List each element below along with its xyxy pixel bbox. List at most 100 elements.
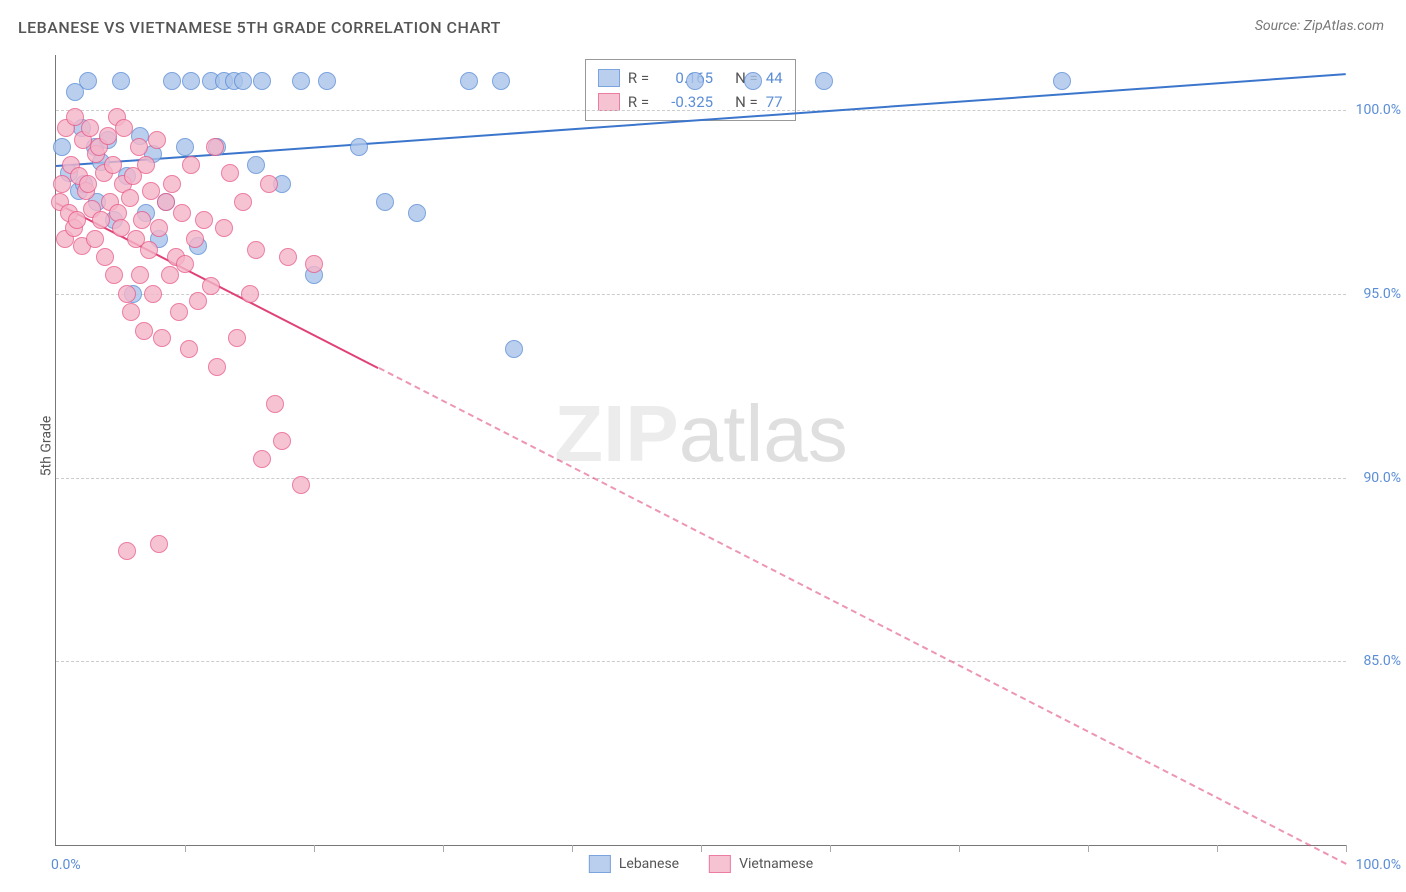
data-point: [815, 72, 833, 90]
data-point: [53, 175, 71, 193]
gridline: [56, 478, 1346, 479]
data-point: [135, 322, 153, 340]
data-point: [1053, 72, 1071, 90]
data-point: [140, 241, 158, 259]
data-point: [115, 119, 133, 137]
legend-item: Vietnamese: [709, 855, 813, 873]
data-point: [150, 219, 168, 237]
data-point: [273, 432, 291, 450]
x-axis-min-label: 0.0%: [51, 857, 81, 873]
data-point: [150, 535, 168, 553]
data-point: [279, 248, 297, 266]
data-point: [157, 193, 175, 211]
data-point: [189, 292, 207, 310]
watermark: ZIPatlas: [554, 388, 847, 480]
data-point: [112, 72, 130, 90]
data-point: [234, 193, 252, 211]
data-point: [408, 204, 426, 222]
x-tick: [830, 845, 831, 852]
data-point: [173, 204, 191, 222]
data-point: [79, 175, 97, 193]
data-point: [79, 72, 97, 90]
gridline: [56, 110, 1346, 111]
data-point: [186, 230, 204, 248]
chart-title: LEBANESE VS VIETNAMESE 5TH GRADE CORRELA…: [18, 18, 501, 37]
data-point: [118, 285, 136, 303]
watermark-bold: ZIP: [554, 389, 678, 478]
data-point: [130, 138, 148, 156]
data-point: [137, 156, 155, 174]
data-point: [292, 72, 310, 90]
data-point: [215, 219, 233, 237]
y-tick-label: 85.0%: [1351, 653, 1401, 669]
data-point: [376, 193, 394, 211]
data-point: [221, 164, 239, 182]
data-point: [350, 138, 368, 156]
y-tick-label: 90.0%: [1351, 470, 1401, 486]
data-point: [176, 255, 194, 273]
data-point: [161, 266, 179, 284]
legend-swatch: [598, 93, 620, 111]
data-point: [153, 329, 171, 347]
x-tick: [1346, 845, 1347, 852]
data-point: [118, 542, 136, 560]
watermark-light: atlas: [679, 389, 848, 478]
data-point: [247, 241, 265, 259]
data-point: [148, 131, 166, 149]
gridline: [56, 661, 1346, 662]
data-point: [163, 72, 181, 90]
x-axis-max-label: 100.0%: [1356, 857, 1401, 873]
y-tick-label: 100.0%: [1351, 102, 1401, 118]
x-tick: [701, 845, 702, 852]
legend-swatch: [709, 855, 731, 873]
data-point: [92, 211, 110, 229]
data-point: [81, 119, 99, 137]
data-point: [105, 266, 123, 284]
data-point: [121, 189, 139, 207]
x-tick: [443, 845, 444, 852]
y-axis-label: 5th Grade: [38, 416, 54, 477]
plot-area: ZIPatlas 0.0% 100.0% R =0.165N =44R =-0.…: [55, 55, 1346, 846]
data-point: [163, 175, 181, 193]
legend-swatch: [598, 69, 620, 87]
series-legend: Lebanese Vietnamese: [589, 855, 813, 873]
data-point: [68, 211, 86, 229]
data-point: [131, 266, 149, 284]
data-point: [292, 476, 310, 494]
x-tick: [572, 845, 573, 852]
trend-line: [378, 367, 1346, 865]
legend-series-name: Lebanese: [619, 856, 679, 872]
data-point: [144, 285, 162, 303]
data-point: [208, 358, 226, 376]
data-point: [234, 72, 252, 90]
data-point: [266, 395, 284, 413]
data-point: [206, 138, 224, 156]
chart-container: LEBANESE VS VIETNAMESE 5TH GRADE CORRELA…: [0, 0, 1406, 892]
data-point: [260, 175, 278, 193]
data-point: [686, 72, 704, 90]
stats-legend: R =0.165N =44R =-0.325N =77: [585, 59, 796, 121]
legend-swatch: [589, 855, 611, 873]
data-point: [96, 248, 114, 266]
x-tick: [314, 845, 315, 852]
data-point: [253, 72, 271, 90]
x-tick: [959, 845, 960, 852]
legend-series-name: Vietnamese: [739, 856, 813, 872]
data-point: [253, 450, 271, 468]
data-point: [182, 156, 200, 174]
data-point: [202, 277, 220, 295]
data-point: [122, 303, 140, 321]
legend-item: Lebanese: [589, 855, 679, 873]
x-tick: [1088, 845, 1089, 852]
y-tick-label: 95.0%: [1351, 286, 1401, 302]
data-point: [492, 72, 510, 90]
x-tick: [185, 845, 186, 852]
data-point: [505, 340, 523, 358]
data-point: [241, 285, 259, 303]
data-point: [99, 127, 117, 145]
legend-r-label: R =: [628, 66, 649, 90]
data-point: [247, 156, 265, 174]
data-point: [104, 156, 122, 174]
data-point: [86, 230, 104, 248]
data-point: [195, 211, 213, 229]
